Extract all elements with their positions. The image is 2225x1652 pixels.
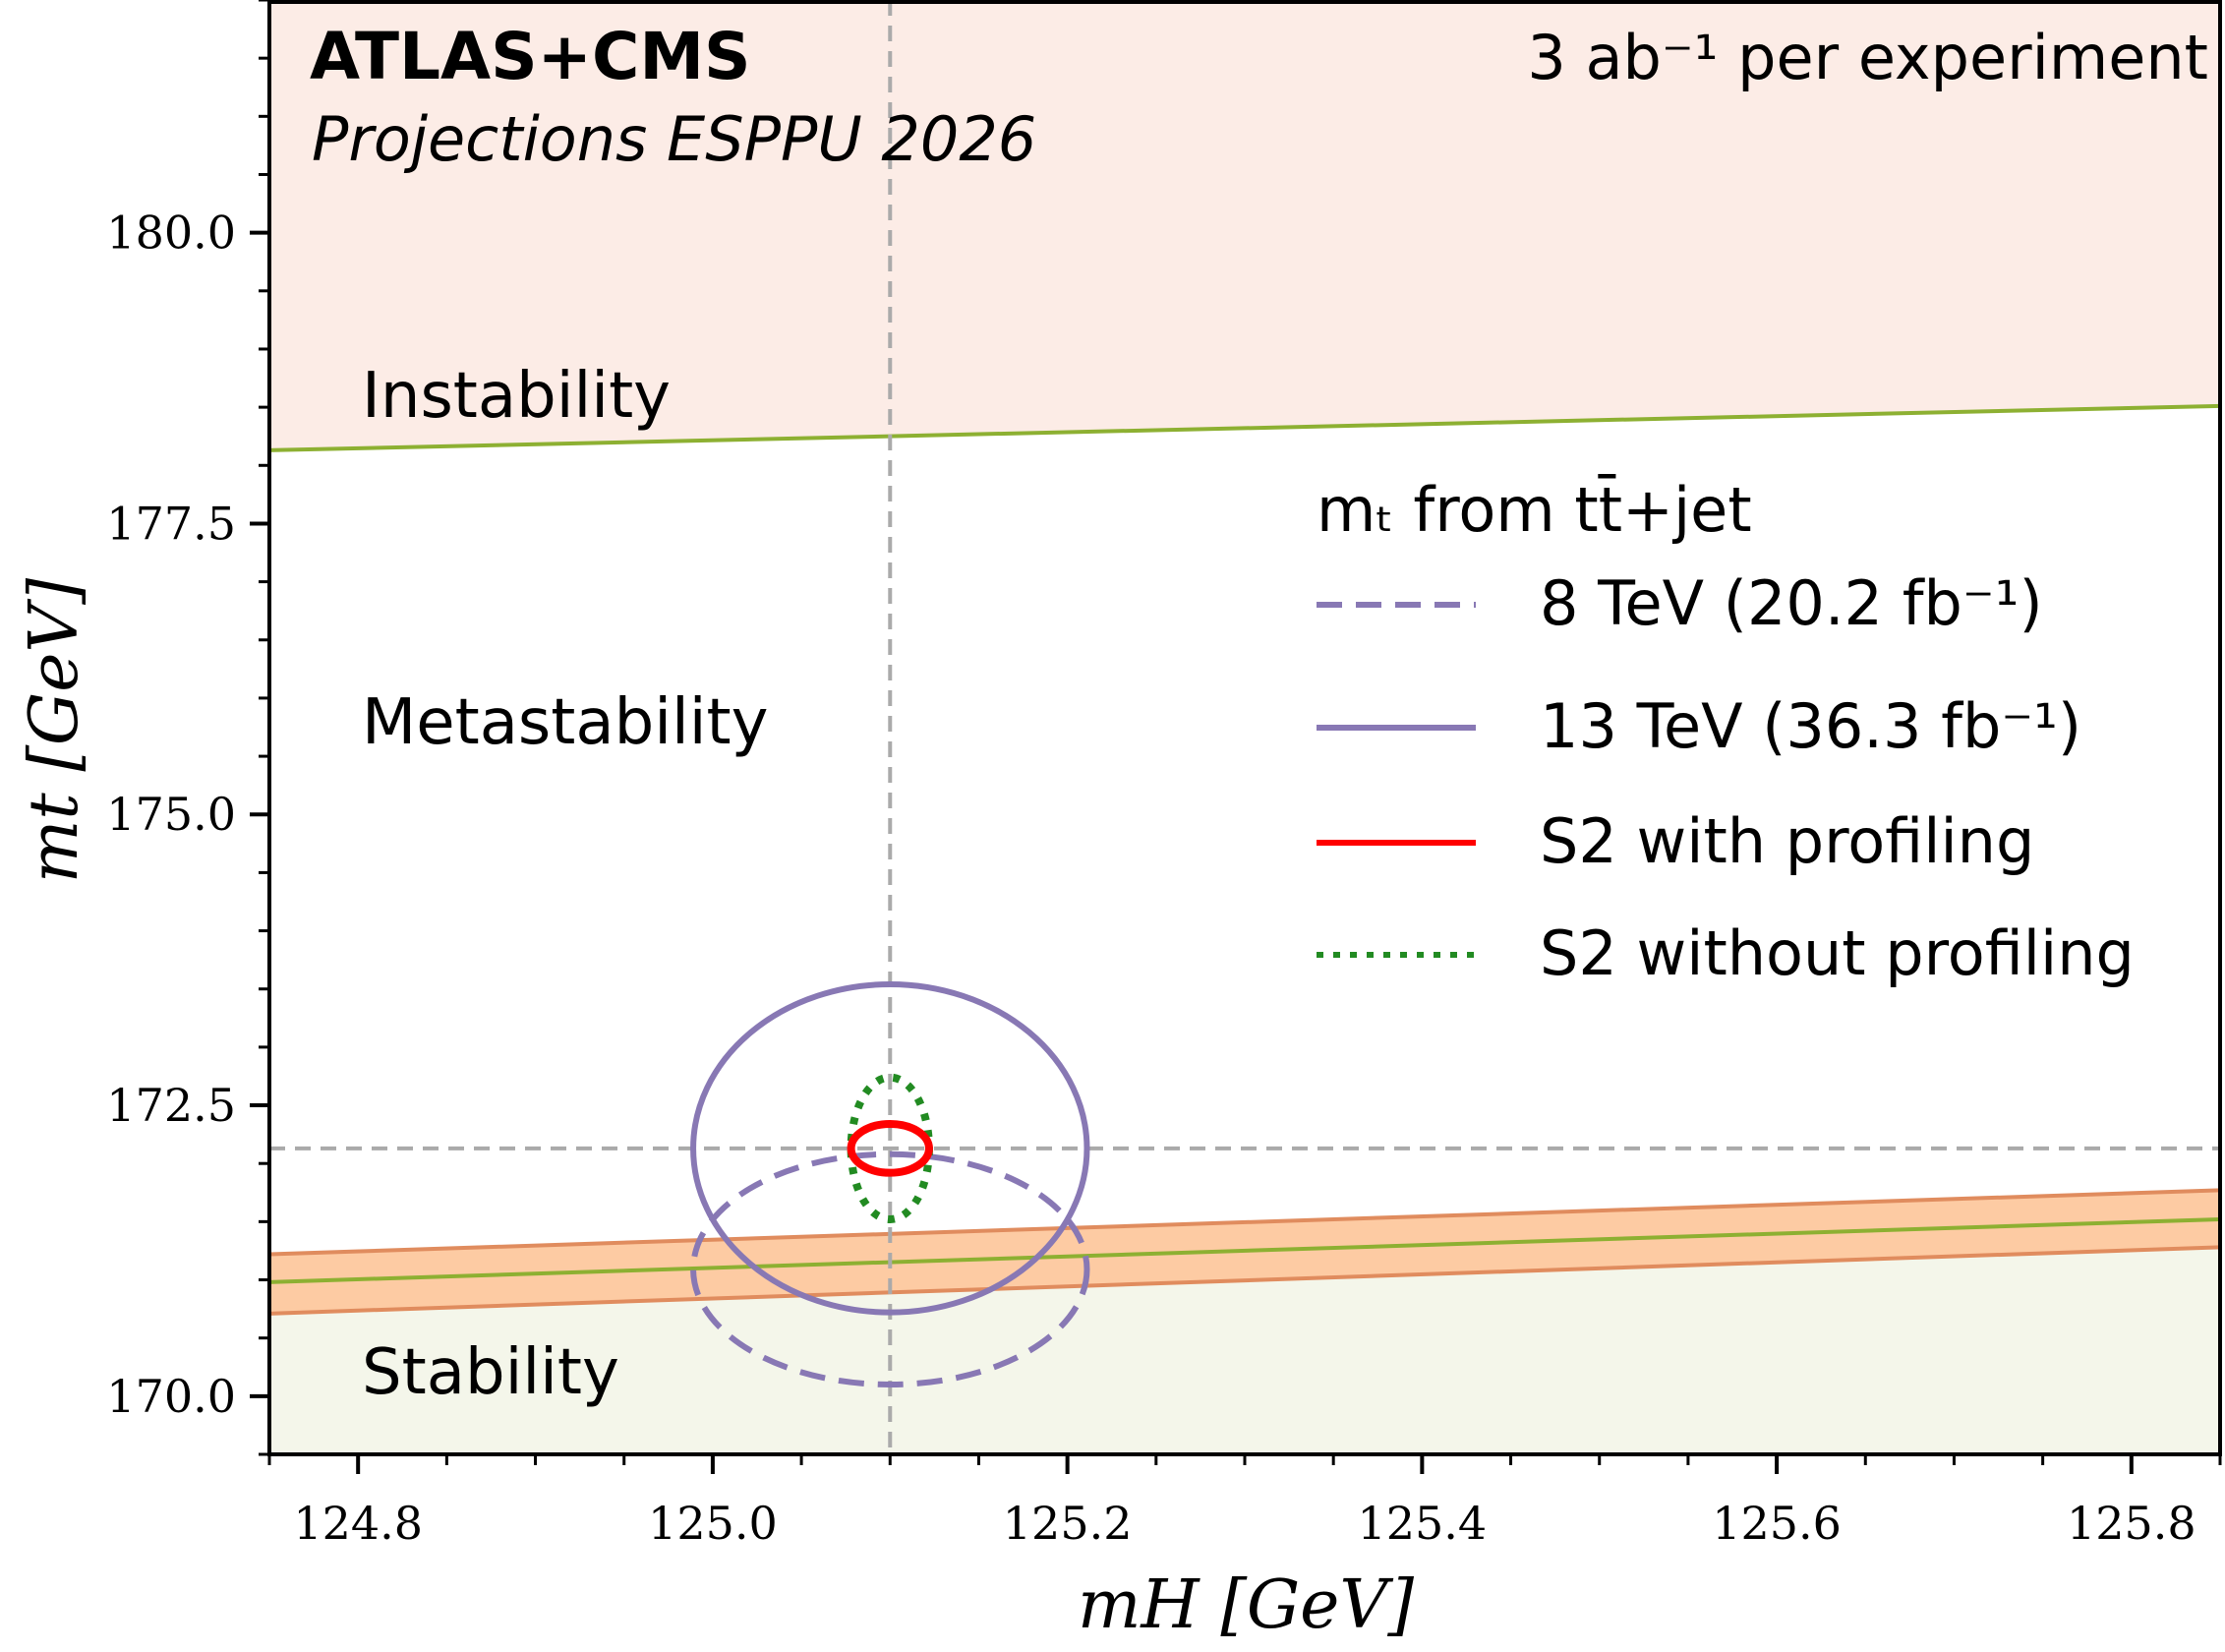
y-tick-label: 180.0 [106,206,236,260]
legend: mₜ from tt̄+jet 8 TeV (20.2 fb⁻¹) 13 TeV … [1317,474,2135,989]
instability-region [269,0,2220,450]
axis-ticks: 124.8 125.0 125.2 125.4 125.6 125.8 170.0 172.5… [106,0,2222,1550]
y-tick-label: 175.0 [106,788,236,841]
x-axis-label: mH [GeV] [1078,1566,1415,1644]
regions [268,0,2221,1454]
legend-label: S2 with profiling [1540,805,2034,877]
contour-dashed-0 [690,1150,1090,1388]
luminosity-annotation: 3 ab⁻¹ per experiment [1527,22,2208,93]
x-tick-label: 125.6 [1712,1497,1842,1550]
legend-title: mₜ from tt̄+jet [1317,474,1752,546]
chart-subtitle: Projections ESPPU 2026 [312,103,1036,175]
legend-label: S2 without profiling [1540,917,2135,989]
y-tick-label: 172.5 [106,1079,236,1132]
x-tick-label: 125.8 [2067,1497,2196,1550]
band-lower-edge [268,1245,2221,1316]
x-tick-label: 124.8 [293,1497,423,1550]
contours [690,980,1090,1388]
y-tick-label: 177.5 [106,497,236,550]
instability-boundary-line [268,403,2221,452]
y-axis-label: mt [GeV] [16,577,93,883]
y-tick-label: 170.0 [106,1370,236,1423]
region-label-metastability: Metastability [362,686,769,759]
contour-solid-2 [847,1119,933,1177]
x-tick-label: 125.4 [1358,1497,1488,1550]
chart-title: ATLAS+CMS [310,19,751,94]
band-upper-edge [268,1188,2221,1257]
x-tick-label: 125.0 [648,1497,778,1550]
stability-region [269,1247,2220,1454]
contour-solid-1 [690,980,1090,1316]
legend-label: 8 TeV (20.2 fb⁻¹) [1540,567,2043,639]
region-label-stability: Stability [362,1336,619,1409]
reference-lines [269,0,2220,1454]
legend-label: 13 TeV (36.3 fb⁻¹) [1540,690,2081,762]
x-tick-label: 125.2 [1003,1497,1133,1550]
region-label-instability: Instability [362,360,671,433]
stability-boundary-line [268,1216,2221,1284]
